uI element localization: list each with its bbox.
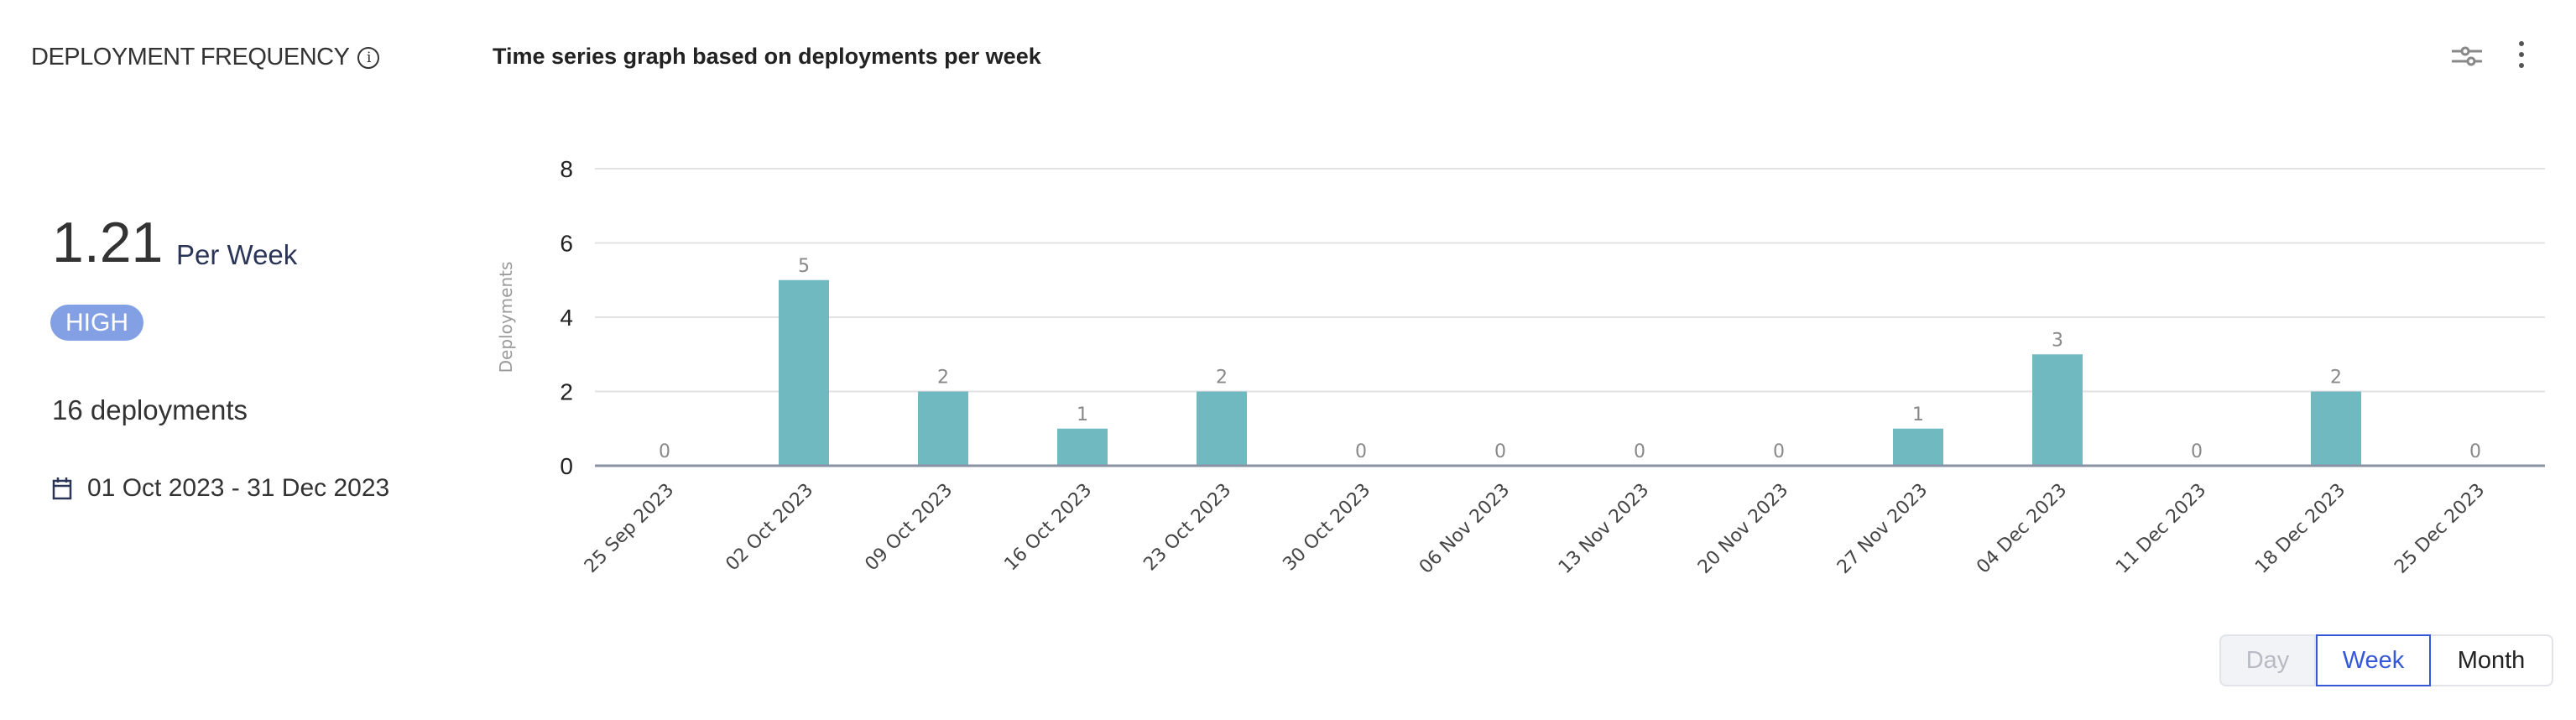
- metric-title-text: DEPLOYMENT FREQUENCY: [31, 44, 350, 70]
- data-label: 2: [1216, 368, 1228, 389]
- data-label: 0: [1494, 441, 1506, 462]
- date-range: 01 Oct 2023 - 31 Dec 2023: [52, 474, 389, 503]
- deployment-count: 16 deployments: [52, 394, 248, 425]
- x-tick-label: 09 Oct 2023: [861, 480, 957, 576]
- date-range-text: 01 Oct 2023 - 31 Dec 2023: [87, 474, 390, 502]
- x-tick-label: 16 Oct 2023: [1000, 480, 1096, 576]
- data-label: 5: [798, 256, 810, 277]
- y-tick-label: 4: [560, 305, 573, 331]
- data-label: 2: [2330, 368, 2342, 389]
- metric-title: DEPLOYMENT FREQUENCY i: [31, 44, 380, 71]
- x-tick-label: 04 Dec 2023: [1973, 480, 2071, 578]
- data-label: 0: [2469, 441, 2481, 462]
- bar: [2311, 391, 2361, 466]
- x-tick-label: 27 Nov 2023: [1833, 480, 1932, 578]
- x-tick-label: 13 Nov 2023: [1555, 480, 1653, 578]
- x-tick-label: 30 Oct 2023: [1279, 480, 1374, 576]
- x-tick-label: 23 Oct 2023: [1139, 480, 1235, 576]
- frequency-unit: Per Week: [176, 239, 298, 270]
- bar: [1893, 428, 1943, 466]
- y-tick-label: 2: [560, 379, 573, 405]
- filter-sliders-icon[interactable]: [2450, 42, 2484, 70]
- y-tick-label: 6: [560, 231, 573, 257]
- frequency-value: 1.21: [52, 211, 164, 274]
- info-icon[interactable]: i: [357, 46, 380, 69]
- x-tick-label: 06 Nov 2023: [1416, 480, 1514, 578]
- x-tick-label: 25 Dec 2023: [2391, 480, 2489, 578]
- y-tick-label: 8: [560, 156, 573, 182]
- data-label: 0: [2191, 441, 2203, 462]
- status-badge: HIGH: [50, 305, 143, 341]
- data-label: 1: [1912, 404, 1924, 425]
- x-tick-label: 20 Nov 2023: [1694, 480, 1792, 578]
- x-tick-label: 18 Dec 2023: [2251, 480, 2349, 578]
- data-label: 1: [1077, 404, 1088, 425]
- data-label: 0: [1634, 441, 1645, 462]
- x-tick-label: 11 Dec 2023: [2112, 480, 2210, 578]
- bar: [1197, 391, 1247, 466]
- y-axis-label: Deployments: [496, 262, 516, 373]
- chart-title: Time series graph based on deployments p…: [493, 44, 1041, 69]
- data-label: 0: [1355, 441, 1367, 462]
- data-label: 3: [2052, 330, 2063, 351]
- granularity-week-button[interactable]: Week: [2316, 634, 2431, 686]
- data-label: 0: [1773, 441, 1785, 462]
- granularity-day-button[interactable]: Day: [2219, 634, 2316, 686]
- bar: [1057, 428, 1108, 466]
- bar: [918, 391, 968, 466]
- y-tick-label: 0: [560, 453, 573, 479]
- bar: [2032, 354, 2083, 466]
- x-tick-label: 02 Oct 2023: [722, 480, 817, 576]
- data-label: 0: [659, 441, 670, 462]
- calendar-icon: [52, 477, 72, 500]
- x-tick-label: 25 Sep 2023: [581, 480, 678, 577]
- more-vertical-icon[interactable]: [2513, 40, 2530, 69]
- bar: [779, 279, 829, 466]
- granularity-month-button[interactable]: Month: [2431, 634, 2553, 686]
- data-label: 2: [937, 368, 949, 389]
